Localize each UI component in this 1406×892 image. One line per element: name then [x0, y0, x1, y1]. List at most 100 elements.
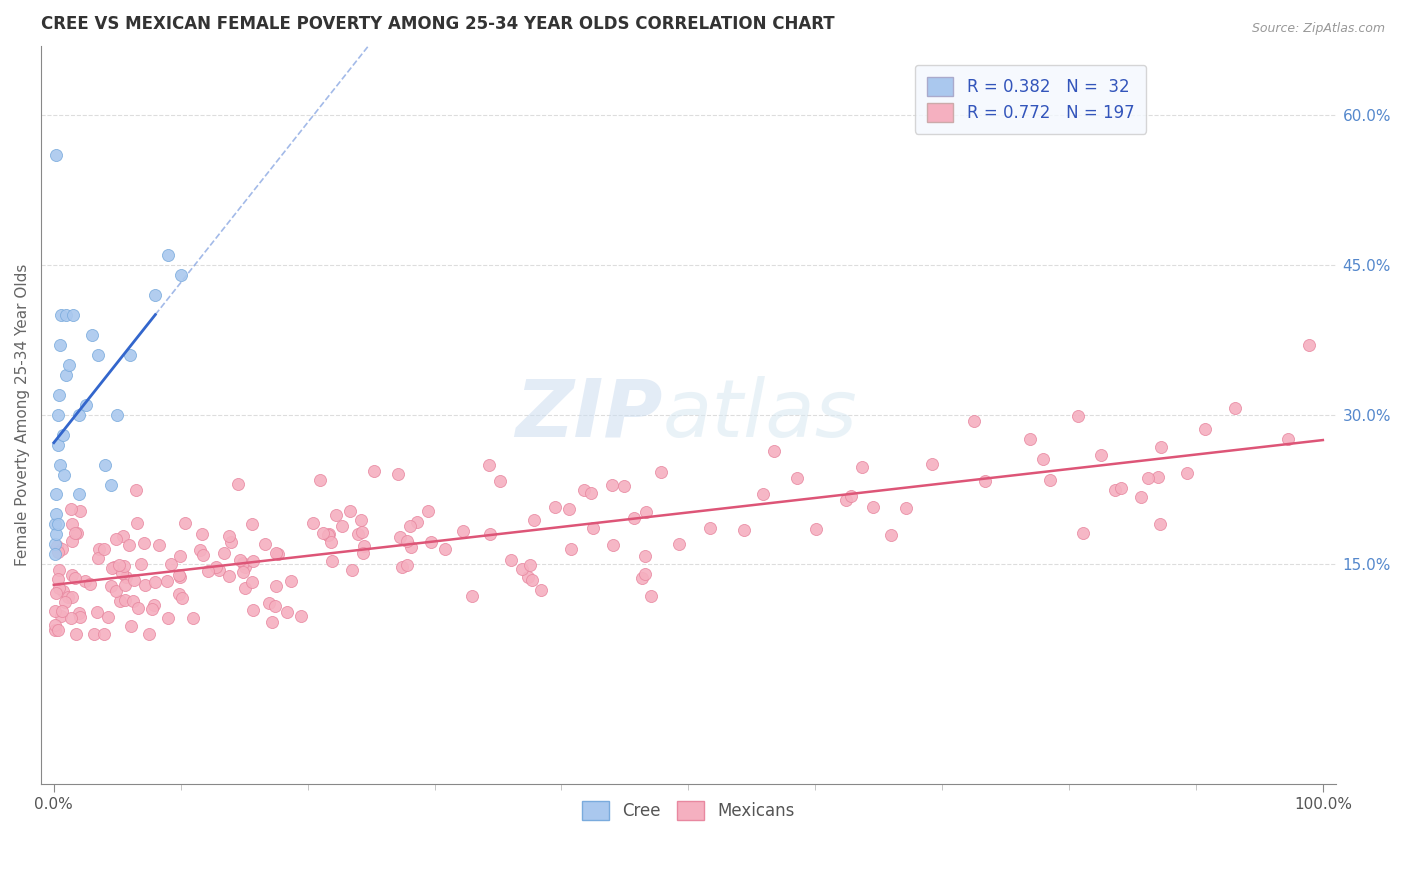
Point: [1032, 451, 1054, 466]
Point: [1298, 337, 1320, 351]
Point: [325, 508, 347, 522]
Point: [1137, 471, 1160, 485]
Point: [190, 542, 212, 557]
Point: [67, 408, 90, 422]
Point: [51, 604, 73, 618]
Point: [46, 517, 69, 532]
Point: [347, 527, 370, 541]
Point: [44, 547, 66, 561]
Point: [862, 500, 884, 514]
Point: [558, 502, 581, 516]
Point: [1149, 517, 1171, 532]
Point: [242, 554, 264, 568]
Point: [1146, 470, 1168, 484]
Point: [264, 578, 287, 592]
Point: [579, 486, 602, 500]
Point: [44, 623, 66, 637]
Point: [51, 541, 73, 556]
Point: [523, 513, 546, 527]
Point: [363, 464, 385, 478]
Point: [48, 563, 70, 577]
Point: [733, 523, 755, 537]
Point: [208, 563, 231, 577]
Point: [55, 308, 77, 322]
Point: [398, 519, 420, 533]
Point: [59, 610, 82, 624]
Point: [87, 348, 110, 362]
Point: [280, 574, 302, 588]
Point: [62, 308, 84, 322]
Point: [46, 408, 69, 422]
Point: [634, 566, 657, 581]
Point: [1194, 422, 1216, 436]
Point: [631, 571, 654, 585]
Point: [60, 590, 83, 604]
Point: [73, 574, 96, 588]
Point: [63, 526, 86, 541]
Point: [262, 615, 284, 629]
Point: [129, 558, 152, 572]
Point: [835, 492, 858, 507]
Point: [205, 560, 228, 574]
Point: [841, 489, 863, 503]
Point: [45, 508, 67, 522]
Point: [416, 504, 439, 518]
Point: [49, 608, 72, 623]
Point: [752, 487, 775, 501]
Point: [44, 517, 66, 532]
Point: [191, 527, 214, 541]
Point: [582, 521, 605, 535]
Point: [134, 578, 156, 592]
Point: [1073, 526, 1095, 541]
Point: [572, 483, 595, 497]
Point: [48, 388, 70, 402]
Point: [388, 531, 411, 545]
Point: [240, 574, 263, 589]
Point: [1104, 483, 1126, 498]
Point: [87, 551, 110, 566]
Point: [122, 573, 145, 587]
Point: [530, 582, 553, 597]
Point: [894, 500, 917, 515]
Point: [49, 338, 72, 352]
Point: [66, 526, 89, 541]
Point: [118, 538, 141, 552]
Point: [103, 560, 125, 574]
Point: [156, 574, 179, 588]
Point: [107, 558, 129, 573]
Point: [55, 368, 77, 382]
Point: [254, 537, 277, 551]
Text: Source: ZipAtlas.com: Source: ZipAtlas.com: [1251, 22, 1385, 36]
Point: [1150, 441, 1173, 455]
Point: [264, 546, 287, 560]
Point: [318, 527, 340, 541]
Point: [174, 516, 197, 530]
Point: [520, 573, 543, 587]
Point: [93, 458, 115, 472]
Y-axis label: Female Poverty Among 25-34 Year Olds: Female Poverty Among 25-34 Year Olds: [15, 263, 30, 566]
Point: [181, 611, 204, 625]
Point: [1090, 448, 1112, 462]
Point: [339, 503, 361, 517]
Point: [114, 578, 136, 592]
Point: [132, 536, 155, 550]
Point: [544, 500, 567, 515]
Point: [1019, 432, 1042, 446]
Point: [804, 522, 827, 536]
Point: [387, 467, 409, 482]
Point: [851, 460, 873, 475]
Point: [352, 525, 374, 540]
Point: [114, 592, 136, 607]
Legend: Cree, Mexicans: Cree, Mexicans: [575, 795, 801, 827]
Point: [499, 553, 522, 567]
Point: [80, 327, 103, 342]
Point: [127, 601, 149, 615]
Point: [560, 542, 582, 557]
Point: [115, 569, 138, 583]
Point: [44, 618, 66, 632]
Point: [62, 568, 84, 582]
Point: [46, 623, 69, 637]
Point: [395, 558, 418, 572]
Point: [321, 554, 343, 568]
Point: [240, 516, 263, 531]
